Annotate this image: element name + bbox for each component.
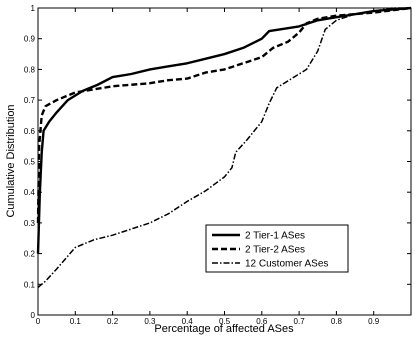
x-tick-label: 0.2 xyxy=(107,317,119,326)
y-axis-ticks: 0 0.1 0.2 0.3 0.4 0.5 0.6 0.7 0.8 0.9 1 xyxy=(24,4,411,320)
x-tick-label: 0.9 xyxy=(368,317,380,326)
legend-box xyxy=(205,224,349,273)
x-tick-label: 0.5 xyxy=(219,317,231,326)
x-tick-label: 0.6 xyxy=(256,317,268,326)
x-tick-label: 0.7 xyxy=(294,317,306,326)
y-tick-label: 1 xyxy=(31,4,36,13)
y-tick-label: 0 xyxy=(31,311,36,320)
x-tick-label: 0.3 xyxy=(144,317,156,326)
x-axis-ticks: 0 0.1 0.2 0.3 0.4 0.5 0.6 0.7 0.8 0.9 xyxy=(36,8,380,326)
y-tick-label: 0.7 xyxy=(24,96,36,105)
y-tick-label: 0.9 xyxy=(24,35,36,44)
legend-label-2: 2 Tier-2 ASes xyxy=(245,245,305,256)
x-tick-label: 0.4 xyxy=(182,317,194,326)
y-tick-label: 0.2 xyxy=(24,250,36,259)
x-tick-label: 0.1 xyxy=(70,317,82,326)
y-tick-label: 0.5 xyxy=(24,158,36,167)
x-tick-label: 0.8 xyxy=(331,317,343,326)
y-tick-label: 0.8 xyxy=(24,65,36,74)
y-axis-title: Cumulative Distribution xyxy=(5,104,17,217)
x-axis-title: Percentage of affected ASes xyxy=(154,323,294,335)
legend-label-1: 2 Tier-1 ASes xyxy=(245,231,305,242)
legend-label-3: 12 Customer ASes xyxy=(245,259,328,270)
y-tick-label: 0.1 xyxy=(24,280,36,289)
series-line-3 xyxy=(37,7,411,288)
series-line-1 xyxy=(36,6,412,254)
series-line-2 xyxy=(36,6,412,223)
y-tick-label: 0.6 xyxy=(24,127,36,136)
x-tick-label: 0 xyxy=(36,317,41,326)
y-tick-label: 0.4 xyxy=(24,188,36,197)
legend: 2 Tier-1 ASes 2 Tier-2 ASes 12 Customer AS… xyxy=(205,224,349,273)
series-layer xyxy=(36,6,412,288)
y-tick-label: 0.3 xyxy=(24,219,36,228)
